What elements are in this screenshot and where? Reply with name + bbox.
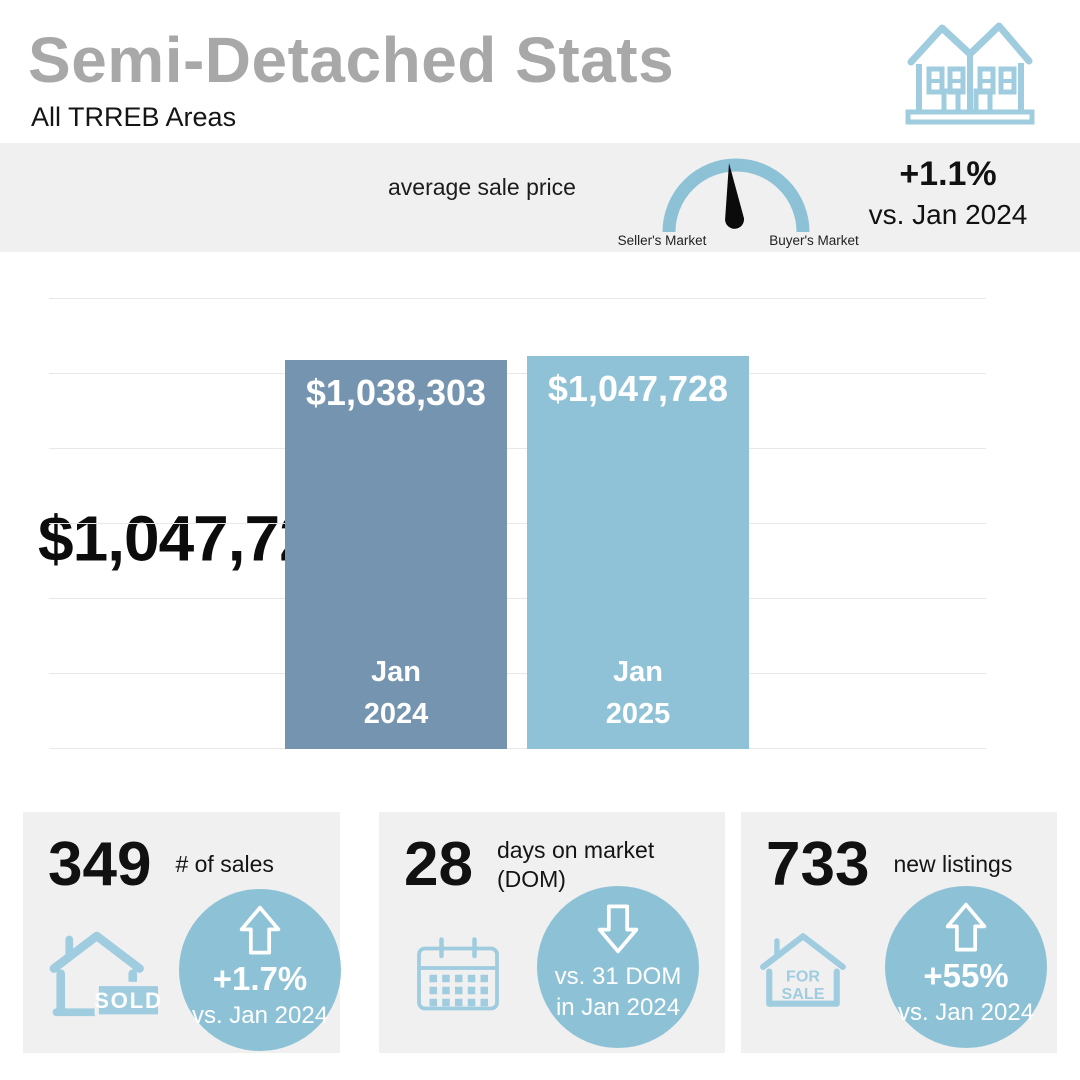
price-bar-chart: $1,038,303 Jan 2024 $1,047,728 Jan 2025 bbox=[0, 252, 1080, 810]
card-head: 349 # of sales bbox=[23, 812, 340, 896]
average-price-label: average sale price bbox=[388, 174, 576, 200]
gridline bbox=[49, 298, 986, 299]
card-head: 733 new listings bbox=[741, 812, 1057, 896]
gridline bbox=[49, 598, 986, 599]
bar-value-label: $1,047,728 bbox=[547, 368, 729, 410]
change-circle: vs. 31 DOM in Jan 2024 bbox=[537, 886, 699, 1048]
sales-count: 349 bbox=[48, 830, 152, 899]
price-change-value: +1.1% bbox=[899, 155, 997, 193]
for-sale-text-line2: SALE bbox=[782, 985, 825, 1003]
circle-change-note: vs. Jan 2024 bbox=[897, 999, 1035, 1027]
circle-change-note: vs. Jan 2024 bbox=[191, 1002, 329, 1030]
circle-change-note: vs. 31 DOM in Jan 2024 bbox=[554, 963, 682, 1022]
up-arrow-icon bbox=[945, 902, 987, 952]
gridline bbox=[49, 748, 986, 749]
listings-count: 733 bbox=[766, 830, 870, 899]
gridline bbox=[49, 373, 986, 374]
circle-change-value: +55% bbox=[923, 957, 1009, 994]
house-for-sale-icon: FOR SALE bbox=[757, 924, 849, 1021]
for-sale-text-line1: FOR bbox=[786, 968, 820, 986]
bar-jan-2024: $1,038,303 Jan 2024 bbox=[285, 359, 507, 749]
gauge-arc bbox=[662, 158, 810, 233]
bar-jan-2025: $1,047,728 Jan 2025 bbox=[527, 356, 749, 749]
gauge-label-buyers: Buyer's Market bbox=[769, 233, 859, 248]
circle-change-value: +1.7% bbox=[212, 960, 308, 997]
price-change-note: vs. Jan 2024 bbox=[868, 199, 1028, 230]
dom-label: days on market (DOM) bbox=[496, 836, 655, 892]
listings-label: new listings bbox=[893, 851, 1013, 878]
page-subtitle: All TRREB Areas bbox=[31, 102, 237, 132]
gridline bbox=[49, 448, 986, 449]
house-sold-icon: SOLD bbox=[47, 922, 167, 1027]
down-arrow-icon bbox=[597, 904, 639, 954]
bar-category-label: Jan 2024 bbox=[363, 655, 429, 730]
chart-gridlines bbox=[49, 298, 986, 749]
change-circle: +55% vs. Jan 2024 bbox=[885, 886, 1047, 1048]
sold-sign-text: SOLD bbox=[94, 988, 163, 1013]
gauge-needle bbox=[725, 163, 745, 229]
stat-card-sales: 349 # of sales SOLD +1.7% vs. Jan 2024 bbox=[23, 812, 341, 1053]
up-arrow-icon bbox=[239, 905, 281, 955]
stat-card-listings: 733 new listings FOR SALE +55% vs. Jan 2… bbox=[741, 812, 1057, 1053]
gridline bbox=[49, 523, 986, 524]
dom-count: 28 bbox=[404, 830, 473, 899]
page-title: Semi-Detached Stats bbox=[28, 24, 675, 96]
sales-label: # of sales bbox=[175, 851, 274, 878]
price-change: +1.1% vs. Jan 2024 bbox=[838, 155, 1058, 231]
duplex-houses-icon bbox=[904, 12, 1036, 133]
card-head: 28 days on market (DOM) bbox=[379, 812, 725, 896]
bar-value-label: $1,038,303 bbox=[305, 371, 487, 413]
price-banner bbox=[0, 143, 1080, 252]
bar-category-label: Jan 2025 bbox=[605, 655, 671, 730]
gridline bbox=[49, 673, 986, 674]
calendar-icon bbox=[413, 928, 503, 1025]
change-circle: +1.7% vs. Jan 2024 bbox=[179, 889, 341, 1051]
gauge-label-sellers: Seller's Market bbox=[617, 233, 707, 248]
stat-card-dom: 28 days on market (DOM) vs. 31 DOM bbox=[379, 812, 725, 1053]
market-gauge-icon: Seller's Market Buyer's Market bbox=[600, 148, 880, 252]
